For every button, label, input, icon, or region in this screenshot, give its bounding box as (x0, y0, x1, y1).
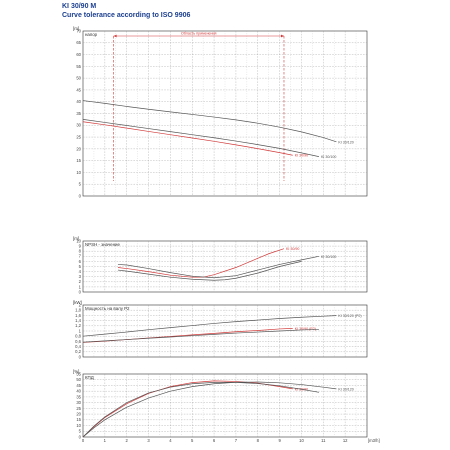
power-y-tick-label: 0,4 (75, 344, 81, 349)
chart-subtitle: Curve tolerance according to ISO 9906 (62, 12, 191, 19)
npsh-y-tick-label: 0 (79, 289, 82, 294)
power-y-unit-label: [kW] (73, 300, 82, 305)
npsh-y-tick-label: 6 (79, 259, 82, 264)
npsh-y-tick-label: 10 (76, 238, 81, 243)
npsh-y-tick-label: 4 (79, 269, 82, 274)
head-series-line-3 (82, 121, 293, 156)
efficiency-series-line-1 (82, 380, 293, 438)
efficiency-y-tick-label: 0 (79, 434, 82, 439)
power-series-label-1: KI 30/120 (P2) (338, 314, 361, 318)
efficiency-y-tick-label: 35 (76, 394, 81, 399)
npsh-y-tick-label: 5 (79, 264, 82, 269)
power-panel-label: Мощность на валу P2 (85, 306, 130, 311)
head-series-line-2 (82, 119, 320, 157)
efficiency-y-tick-label: 20 (76, 411, 81, 416)
x-tick-label: 6 (213, 438, 216, 443)
head-y-tick-label: 35 (76, 111, 81, 116)
head-y-tick-label: 5 (79, 182, 82, 187)
head-y-tick-label: 50 (76, 76, 81, 81)
power-y-tick-label: 1,6 (75, 313, 81, 318)
range-label: Область применения (181, 32, 216, 36)
head-y-tick-label: 0 (79, 193, 82, 198)
x-tick-label: 10 (299, 438, 304, 443)
x-unit-label: [m3/h] (368, 438, 380, 443)
npsh-series-line-3 (117, 261, 302, 281)
npsh-y-tick-label: 8 (79, 249, 82, 254)
npsh-series-label-1: KI 30/90 (286, 247, 299, 251)
power-y-tick-label: 2 (79, 302, 82, 307)
npsh-y-tick-label: 7 (79, 254, 82, 259)
x-tick-label: 0 (82, 438, 85, 443)
x-tick-label: 9 (278, 438, 281, 443)
power-series-label-2: KI 30/90 (P2) (295, 327, 316, 331)
head-y-tick-label: 10 (76, 170, 81, 175)
efficiency-y-tick-label: 50 (76, 377, 81, 382)
efficiency-panel-label: КПД (85, 375, 94, 380)
npsh-y-unit-label: [m] (73, 236, 79, 241)
power-series-line-3 (82, 329, 319, 343)
chart-title: KI 30/90 M (62, 3, 97, 10)
head-panel-label: напор (85, 32, 98, 37)
power-y-tick-label: 1,2 (75, 323, 81, 328)
npsh-y-tick-label: 3 (79, 274, 82, 279)
power-y-tick-label: 0,6 (75, 339, 81, 344)
x-tick-label: 7 (235, 438, 238, 443)
x-tick-label: 4 (169, 438, 172, 443)
x-tick-label: 2 (126, 438, 129, 443)
head-y-tick-label: 45 (76, 87, 81, 92)
x-tick-label: 5 (191, 438, 194, 443)
efficiency-y-tick-label: 25 (76, 406, 81, 411)
efficiency-y-tick-label: 55 (76, 371, 81, 376)
npsh-y-tick-label: 2 (79, 279, 82, 284)
npsh-series-label-2: KI 30/100 (321, 255, 336, 259)
head-y-tick-label: 30 (76, 123, 81, 128)
efficiency-y-tick-label: 10 (76, 423, 81, 428)
x-tick-label: 8 (257, 438, 260, 443)
efficiency-y-tick-label: 5 (79, 429, 82, 434)
efficiency-y-tick-label: 30 (76, 400, 81, 405)
efficiency-y-tick-label: 40 (76, 389, 81, 394)
efficiency-y-tick-label: 15 (76, 417, 81, 422)
power-y-tick-label: 1 (79, 328, 82, 333)
power-y-tick-label: 0,2 (75, 349, 81, 354)
power-y-tick-label: 0 (79, 354, 82, 359)
npsh-panel-label: NPSH - значение (85, 242, 120, 247)
efficiency-series-label-2: KI 30/120 (338, 387, 353, 391)
x-tick-label: 3 (147, 438, 150, 443)
head-series-label-1: KI 30/120 (338, 140, 353, 144)
head-series-line-1 (82, 100, 337, 143)
head-y-tick-label: 40 (76, 99, 81, 104)
head-y-tick-label: 15 (76, 158, 81, 163)
npsh-y-tick-label: 1 (79, 284, 82, 289)
x-tick-label: 11 (321, 438, 326, 443)
head-y-tick-label: 25 (76, 134, 81, 139)
head-y-unit-label: [m] (73, 26, 79, 31)
efficiency-series-line-3 (82, 382, 320, 438)
head-y-tick-label: 60 (76, 52, 81, 57)
npsh-series-line-2 (117, 255, 320, 279)
power-y-tick-label: 1,4 (75, 318, 81, 323)
efficiency-y-unit-label: [%] (73, 369, 79, 374)
head-y-tick-label: 70 (76, 28, 81, 33)
range-arrow-right-icon (280, 34, 284, 38)
power-y-tick-label: 1,8 (75, 308, 81, 313)
power-series-line-1 (82, 315, 337, 337)
npsh-y-tick-label: 9 (79, 244, 82, 249)
efficiency-y-tick-label: 45 (76, 383, 81, 388)
head-y-tick-label: 55 (76, 64, 81, 69)
head-series-label-3: KI 30/90 (295, 154, 308, 158)
head-y-tick-label: 20 (76, 146, 81, 151)
x-tick-label: 1 (104, 438, 107, 443)
power-y-tick-label: 0,8 (75, 334, 81, 339)
head-series-label-2: KI 30/100 (321, 155, 336, 159)
head-y-tick-label: 65 (76, 40, 81, 45)
efficiency-series-line-2 (82, 381, 337, 438)
range-arrow-left-icon (113, 34, 117, 38)
x-tick-label: 12 (343, 438, 348, 443)
